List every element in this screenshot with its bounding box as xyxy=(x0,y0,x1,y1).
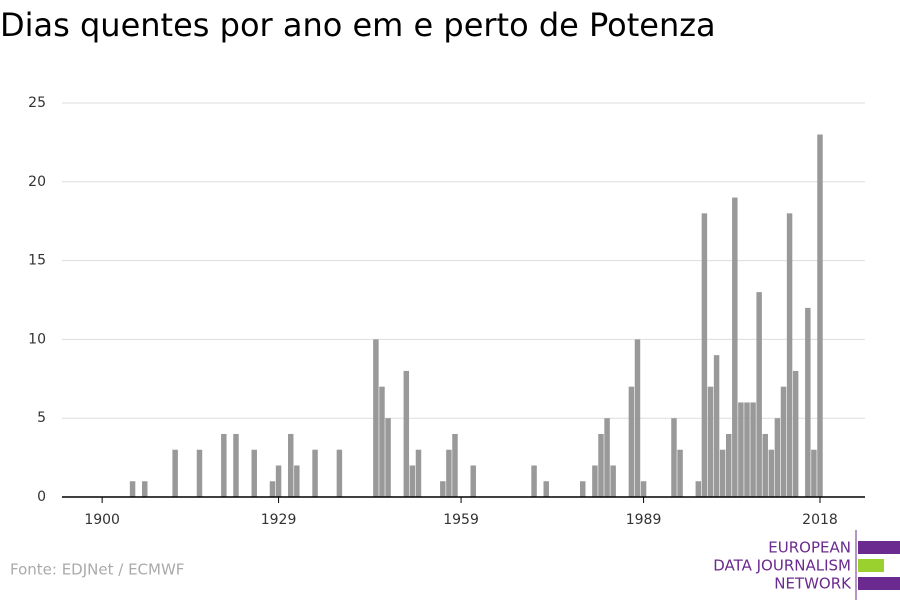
bar xyxy=(671,418,677,497)
bar xyxy=(196,449,203,497)
bar xyxy=(336,449,343,497)
bar xyxy=(531,465,537,497)
bar xyxy=(604,418,610,497)
bar xyxy=(732,197,738,497)
bar xyxy=(701,213,708,497)
bar xyxy=(129,481,136,497)
bar xyxy=(774,418,781,497)
bar xyxy=(762,433,768,497)
logo-bar xyxy=(858,577,900,590)
bar xyxy=(805,307,811,497)
bar xyxy=(440,481,446,497)
bar xyxy=(172,449,178,497)
bar xyxy=(640,481,647,497)
bar xyxy=(677,449,683,497)
x-tick-label: 1989 xyxy=(626,512,662,528)
chart-title: Dias quentes por ano em e perto de Poten… xyxy=(0,6,716,44)
y-tick-label: 0 xyxy=(37,489,46,505)
bar xyxy=(695,481,702,497)
x-tick-label: 1929 xyxy=(261,512,297,528)
y-tick-label: 20 xyxy=(28,174,46,190)
bar xyxy=(756,292,762,497)
bar xyxy=(725,433,732,497)
y-tick-label: 5 xyxy=(37,410,46,426)
bar xyxy=(385,418,391,497)
logo-bar xyxy=(858,559,884,572)
logo-text: NETWORK xyxy=(774,575,852,593)
logo-bar xyxy=(858,541,900,554)
bar xyxy=(269,481,276,497)
bar xyxy=(768,449,775,497)
bar xyxy=(592,465,598,497)
bar xyxy=(294,465,300,497)
bar xyxy=(287,433,294,497)
logo-text: DATA JOURNALISM xyxy=(713,557,851,575)
bar xyxy=(738,402,744,497)
bar xyxy=(415,449,422,497)
bar xyxy=(780,386,787,497)
logo-text: EUROPEAN xyxy=(768,539,851,557)
x-tick-label: 2018 xyxy=(802,512,838,528)
bar xyxy=(409,465,416,497)
bar xyxy=(786,213,793,497)
source: Fonte: EDJNet / ECMWF xyxy=(10,561,184,579)
bar xyxy=(707,386,714,497)
bar xyxy=(579,481,586,497)
bar xyxy=(141,481,148,497)
bar xyxy=(403,370,410,497)
bar xyxy=(634,339,641,497)
bar xyxy=(275,465,282,497)
bar xyxy=(379,386,385,497)
bar xyxy=(744,402,750,497)
bar xyxy=(470,465,476,497)
bar xyxy=(233,433,239,497)
x-tick-label: 1959 xyxy=(443,512,479,528)
bar xyxy=(446,449,452,497)
bar xyxy=(628,386,635,497)
bar xyxy=(817,134,823,497)
bar xyxy=(221,433,227,497)
y-tick-label: 15 xyxy=(28,253,46,269)
bar xyxy=(750,402,756,497)
bar xyxy=(719,449,726,497)
y-tick-label: 25 xyxy=(28,95,46,111)
y-tick-label: 10 xyxy=(28,331,46,347)
bar xyxy=(598,433,604,497)
bar xyxy=(713,355,720,497)
bar xyxy=(312,449,318,497)
bar xyxy=(792,370,799,497)
bar xyxy=(811,449,817,497)
x-tick-label: 1900 xyxy=(84,512,120,528)
bar xyxy=(610,465,616,497)
bar xyxy=(543,481,549,497)
bar xyxy=(251,449,257,497)
bar xyxy=(373,339,379,497)
bar xyxy=(452,433,458,497)
